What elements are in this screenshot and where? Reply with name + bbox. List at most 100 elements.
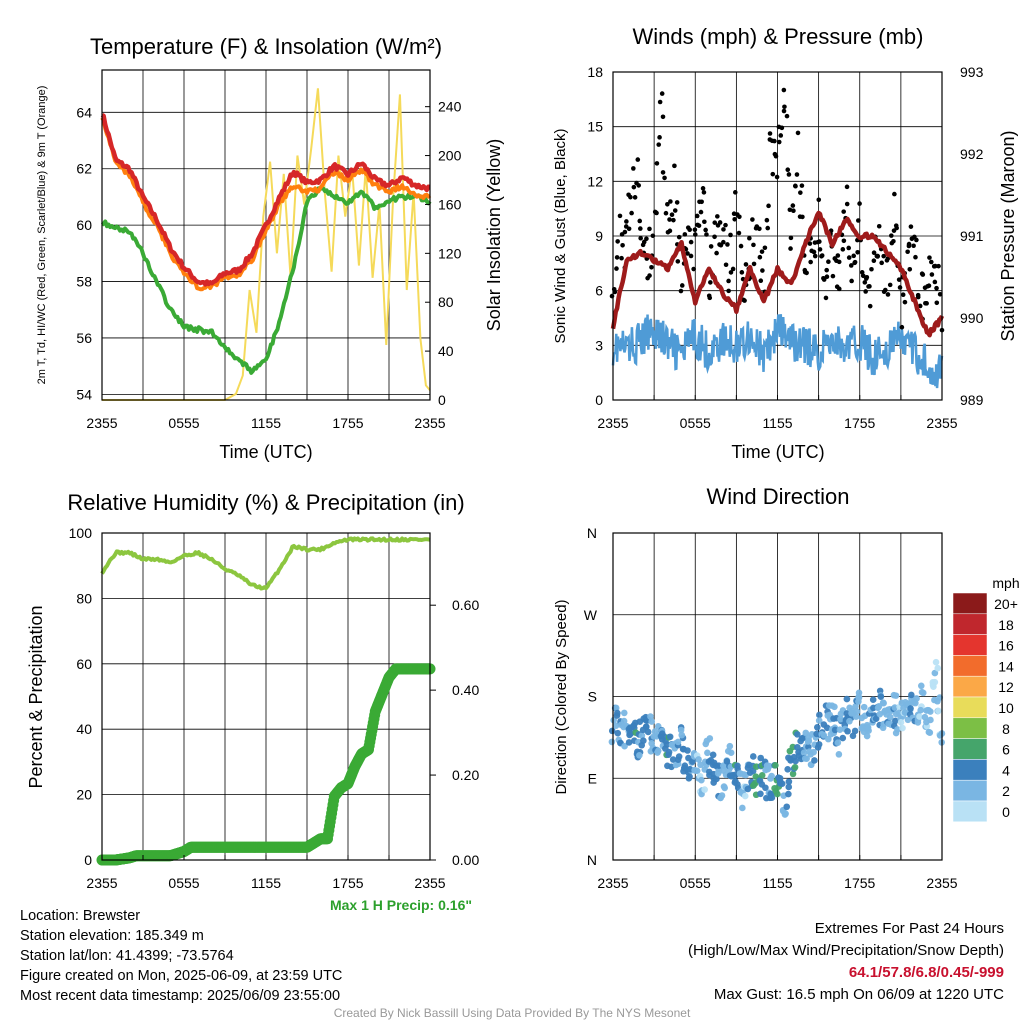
winds-ticks: 0 3 6 9 12 15 18 989 990 991 992 993 2355 0555 1155 175… — [587, 64, 983, 431]
gust-point — [765, 225, 771, 231]
gust-point — [773, 153, 779, 159]
gust-point — [678, 288, 684, 294]
temperature-ticks: 54 56 58 60 62 64 0 40 80 120 160 200 240 2355 0555 115… — [76, 99, 461, 431]
gust-point — [750, 217, 755, 222]
gust-point — [883, 287, 888, 293]
gust-point — [841, 238, 847, 244]
direction-point — [739, 804, 746, 812]
gust-point — [913, 254, 918, 260]
gust-point — [667, 228, 673, 234]
gust-point — [628, 194, 633, 200]
gust-point — [786, 172, 792, 177]
x-tick-label: 1155 — [251, 415, 281, 431]
humidity-annotation: Max 1 H Precip: 0.16" — [330, 897, 472, 913]
station-location: Location: Brewster — [20, 908, 141, 924]
gust-point — [902, 299, 908, 305]
gust-point — [897, 285, 903, 290]
direction-point — [836, 726, 844, 734]
direction-point — [865, 727, 872, 735]
gust-point — [766, 203, 771, 209]
gust-point — [629, 210, 634, 216]
direction-point — [721, 784, 729, 792]
max-gust: Max Gust: 16.5 mph On 06/09 at 1220 UTC — [713, 986, 1004, 1003]
direction-point — [614, 709, 621, 717]
y2-tick-label: 0.20 — [452, 767, 479, 783]
gust-point — [696, 223, 702, 228]
gust-point — [844, 201, 850, 207]
gust-point — [714, 250, 719, 256]
gust-point — [821, 277, 827, 282]
gust-point — [762, 245, 768, 251]
gust-point — [654, 210, 659, 216]
gust-point — [660, 170, 666, 175]
gust-point — [804, 270, 809, 276]
gust-point — [871, 258, 877, 263]
gust-point — [676, 234, 682, 240]
direction-point — [825, 735, 832, 743]
gust-point — [812, 253, 818, 259]
direction-point — [774, 790, 781, 798]
legend-label: 2 — [1002, 783, 1010, 799]
direction-point — [908, 691, 915, 699]
gust-point — [791, 208, 796, 214]
direction-point — [718, 792, 726, 799]
gust-point — [614, 266, 619, 271]
gust-point — [672, 163, 677, 169]
direction-point — [768, 794, 776, 802]
humidity-panel: Relative Humidity (%) & Precipitation (i… — [26, 490, 479, 913]
gust-point — [844, 184, 850, 190]
gust-point — [784, 113, 790, 119]
direction-point — [644, 728, 652, 736]
gust-point — [657, 135, 662, 140]
gust-point — [841, 209, 846, 214]
direction-point — [697, 761, 704, 769]
y2-tick-label: 0.00 — [452, 852, 479, 868]
gust-point — [778, 133, 784, 138]
gust-point — [798, 190, 803, 195]
gust-point — [632, 195, 638, 200]
gust-point — [692, 232, 698, 237]
direction-point — [612, 722, 620, 729]
direction-point — [749, 753, 757, 760]
direction-point — [794, 731, 801, 738]
gust-point — [620, 242, 625, 248]
legend-swatch — [952, 592, 988, 615]
gust-point — [863, 289, 868, 294]
wind-line — [611, 314, 944, 389]
direction-point — [839, 734, 847, 742]
humidity-ticks: 0 20 40 60 80 100 0.00 0.20 0.40 0.60 2355 0555 1155… — [69, 525, 480, 891]
y-tick-label: 64 — [76, 104, 92, 120]
gust-point — [826, 259, 831, 265]
y-tick-label: 3 — [595, 337, 603, 353]
gust-point — [701, 190, 707, 195]
x-tick-label: 2355 — [597, 875, 628, 891]
x-tick-label: 1755 — [844, 415, 875, 431]
winds-ylabel-left: Sonic Wind & Gust (Blue, Black) — [552, 128, 569, 343]
direction-point — [934, 664, 942, 672]
direction-point — [684, 747, 691, 754]
gust-point — [885, 292, 891, 297]
direction-point — [894, 726, 901, 733]
gust-point — [914, 237, 919, 243]
direction-point — [931, 678, 939, 686]
winds-ylabel-right: Station Pressure (Maroon) — [998, 130, 1018, 341]
gust-point — [924, 301, 929, 306]
gust-point — [889, 233, 894, 238]
legend-title: mph — [992, 575, 1019, 591]
direction-point — [880, 699, 887, 707]
gust-point — [794, 172, 800, 177]
y-tick-label: 100 — [69, 525, 93, 541]
direction-point — [872, 715, 880, 722]
gust-point — [891, 238, 896, 244]
direction-point — [614, 729, 622, 737]
gust-point — [855, 249, 860, 255]
direction-point — [762, 784, 769, 792]
gust-point — [708, 280, 713, 285]
direction-point — [726, 742, 734, 750]
direction-point — [899, 724, 906, 732]
direction-point — [916, 713, 923, 720]
gust-point — [781, 87, 787, 93]
gust-point — [823, 295, 829, 301]
gust-point — [717, 220, 723, 225]
